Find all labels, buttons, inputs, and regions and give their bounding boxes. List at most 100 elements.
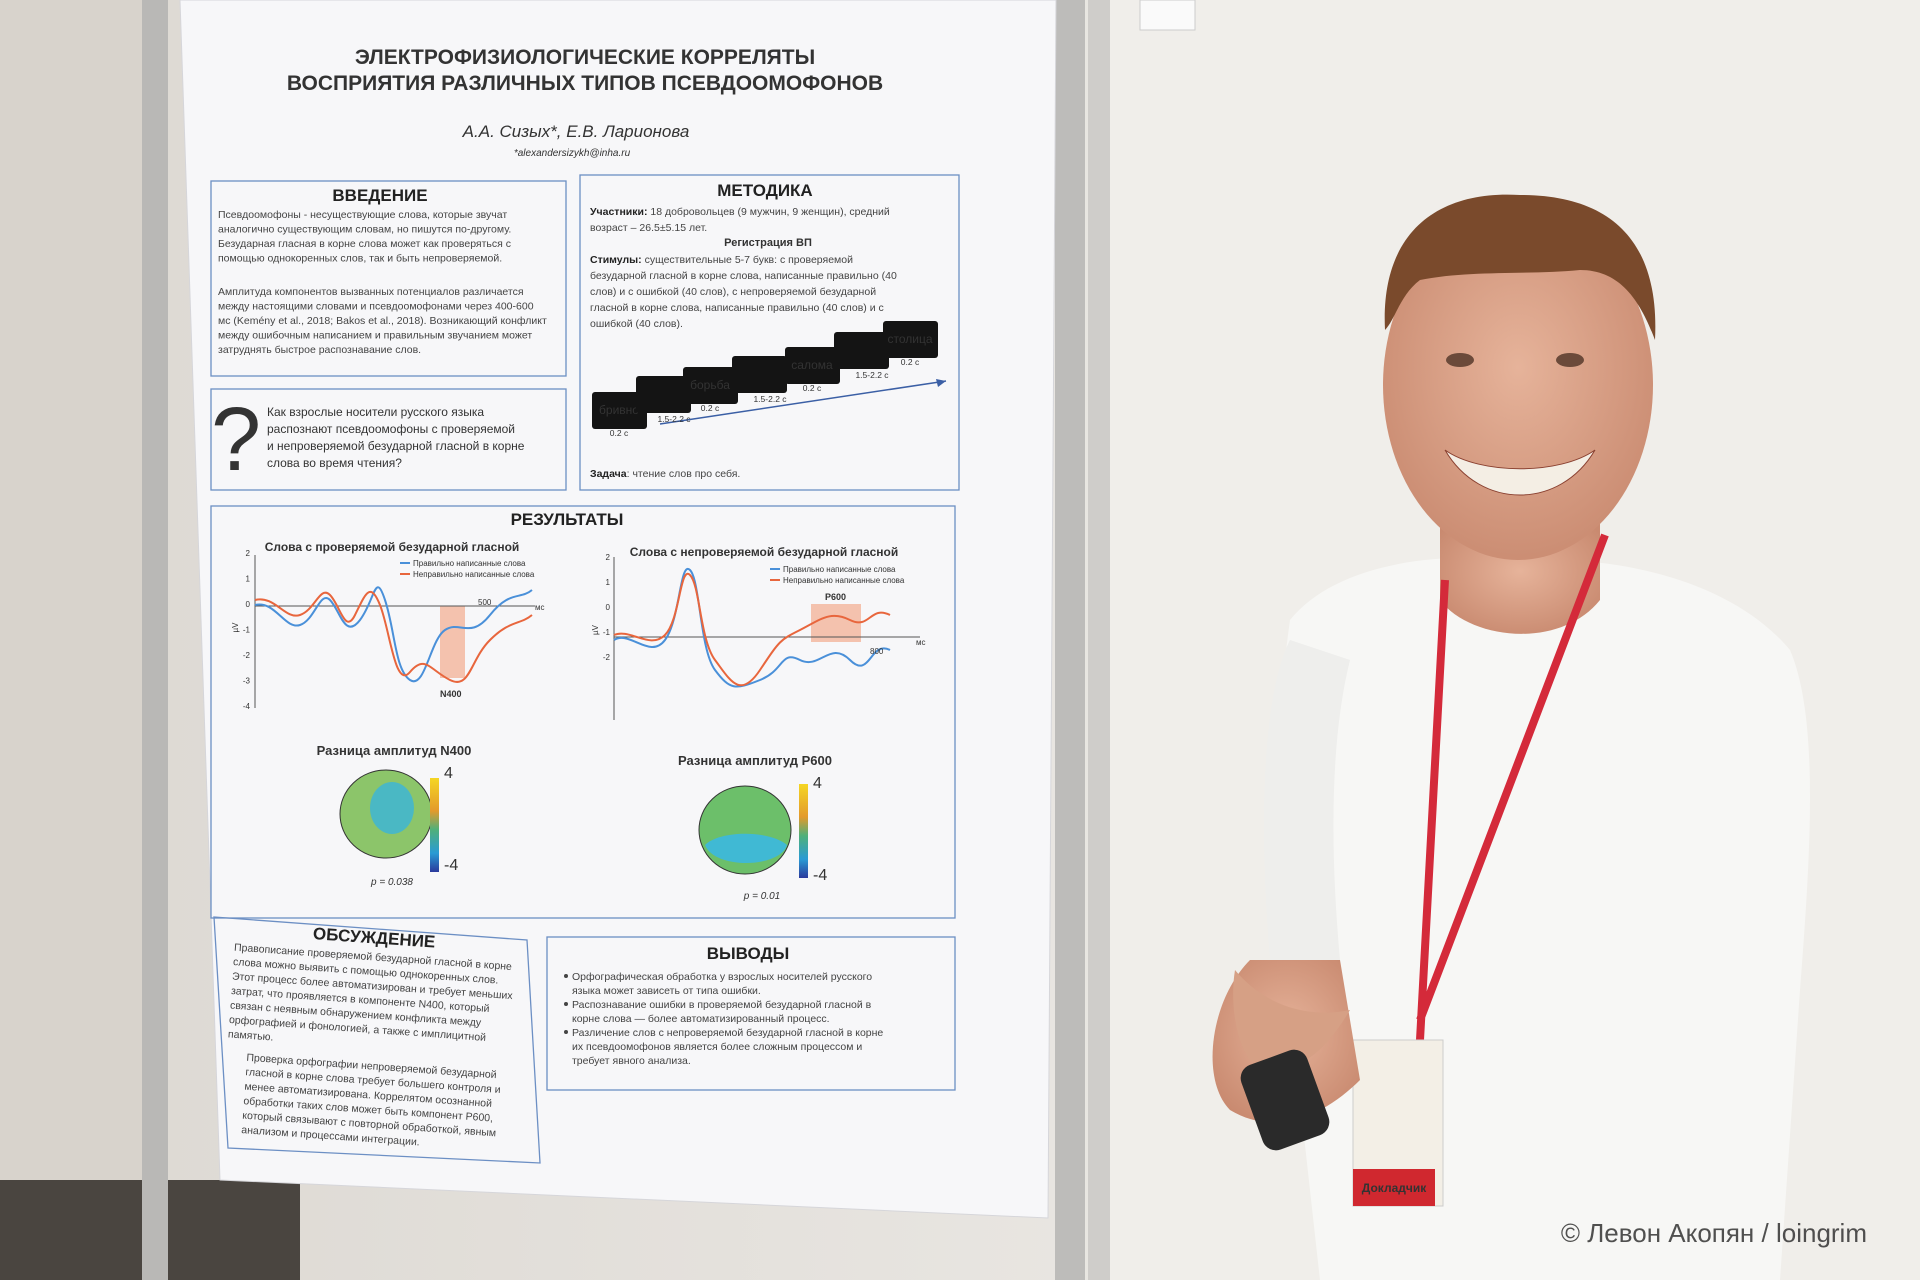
colorbar xyxy=(430,778,439,872)
tick-label: 2 xyxy=(246,549,251,558)
component-label: P600 xyxy=(825,592,846,602)
body-line: затруднять быстрое распознавание слов. xyxy=(218,344,421,356)
colorbar-label: 4 xyxy=(813,775,822,792)
label: Участники: xyxy=(590,206,647,218)
discussion-box xyxy=(213,916,541,1164)
watermark: © Левон Акопян / loingrim xyxy=(1561,1218,1867,1248)
stand-pole xyxy=(1088,0,1110,1280)
section-heading: ВЫВОДЫ xyxy=(707,944,790,963)
timing-label: 0.2 с xyxy=(901,357,920,367)
question-mark: ? xyxy=(211,390,261,490)
intro-box xyxy=(210,180,567,377)
tick-label: -1 xyxy=(243,626,251,635)
topo-map-1 xyxy=(339,769,439,872)
poster-title: ЭЛЕКТРОФИЗИОЛОГИЧЕСКИЕ КОРРЕЛЯТЫ xyxy=(355,46,815,69)
timing-label: 1.5-2.2 с xyxy=(657,414,691,424)
poster-sheet xyxy=(179,0,1057,1219)
sleeve xyxy=(1264,640,1350,960)
stimulus-word: бривно xyxy=(599,403,639,417)
body-line: мс (Kemény et al., 2018; Bakos et al., 2… xyxy=(218,315,547,327)
tick-label: -4 xyxy=(243,702,251,711)
body-line: Безударная гласная в корне слова может к… xyxy=(218,238,511,250)
body-line: распознают псевдоомофоны с проверяемой xyxy=(267,422,515,436)
erp-line xyxy=(254,586,533,683)
body-line: Орфографическая обработка у взрослых нос… xyxy=(572,971,872,983)
body-line: их псевдоомофонов является более сложным… xyxy=(572,1041,862,1053)
axis-unit: µV xyxy=(231,622,240,633)
legend-label: Неправильно написанные слова xyxy=(413,570,535,579)
poster-title: ВОСПРИЯТИЯ РАЗЛИЧНЫХ ТИПОВ ПСЕВДООМОФОНО… xyxy=(287,72,883,95)
body-line: безударной гласной в корне слова, написа… xyxy=(590,270,897,282)
body-line: памятью. xyxy=(228,1028,274,1043)
legend-label: Правильно написанные слова xyxy=(413,559,526,568)
topo-title: Разница амплитуд P600 xyxy=(678,753,832,768)
results-box xyxy=(210,505,956,919)
erp-plot-1 xyxy=(254,555,535,708)
methods-box xyxy=(579,174,960,491)
stimulus-word: салома xyxy=(791,358,833,372)
timing-label: 0.2 с xyxy=(610,428,629,438)
axis-unit: µV xyxy=(591,624,600,635)
colorbar-label: -4 xyxy=(813,867,827,884)
erp-line xyxy=(613,567,891,688)
text: существительные 5-7 букв: с проверяемой xyxy=(642,254,853,266)
eye xyxy=(1556,353,1584,367)
tick-label: -2 xyxy=(603,653,611,662)
topo-title: Разница амплитуд N400 xyxy=(317,743,472,758)
left-wall xyxy=(0,0,160,1280)
topo-map-2 xyxy=(698,784,808,878)
stimulus-screen xyxy=(683,367,738,404)
section-heading: РЕЗУЛЬТАТЫ xyxy=(511,510,624,529)
badge-strip xyxy=(1353,1169,1435,1206)
tick-label: 1 xyxy=(606,578,611,587)
body-line: Различение слов с непроверяемой безударн… xyxy=(572,1027,883,1039)
text: : чтение слов про себя. xyxy=(627,468,741,480)
colorbar-label: 4 xyxy=(444,765,453,782)
section-heading: МЕТОДИКА xyxy=(717,181,812,200)
body-line: Задача: чтение слов про себя. xyxy=(590,468,740,480)
timing-label: 0.2 с xyxy=(803,383,822,393)
map-region xyxy=(370,782,414,834)
stimulus-screen xyxy=(592,392,647,429)
hand xyxy=(1233,970,1350,1068)
erp-line xyxy=(613,572,891,687)
email: *alexandersizykh@inha.ru xyxy=(514,148,631,159)
erp-plot-2 xyxy=(613,557,920,720)
tick-label: -2 xyxy=(243,651,251,660)
tick-label: 1 xyxy=(246,575,251,584)
timing-label: 1.5-2.2 с xyxy=(753,394,787,404)
time-label: 500 xyxy=(478,598,492,607)
tick-label: 0 xyxy=(246,600,251,609)
smile xyxy=(1444,449,1596,496)
stimulus-screen xyxy=(636,376,691,413)
question-box xyxy=(210,388,567,491)
stand-pole xyxy=(142,0,168,1280)
authors: А.А. Сизых*, Е.В. Ларионова xyxy=(462,122,690,141)
label: Стимулы: xyxy=(590,254,642,266)
body-line: и непроверяемой безударной гласной в кор… xyxy=(267,439,525,453)
body-line: требует явного анализа. xyxy=(572,1055,691,1067)
text: 18 добровольцев (9 мужчин, 9 женщин), ср… xyxy=(647,206,889,218)
stand-pole xyxy=(1055,0,1085,1280)
hair xyxy=(1384,194,1656,340)
stimulus-screen xyxy=(785,347,840,384)
stimulus-screen xyxy=(883,321,938,358)
axis-unit: мс xyxy=(535,603,545,612)
stimulus-word: столица xyxy=(887,332,932,346)
label: Задача xyxy=(590,468,627,480)
body-line: Амплитуда компонентов вызванных потенциа… xyxy=(218,286,524,298)
map-region xyxy=(705,833,787,864)
erp-line xyxy=(254,591,533,683)
body-line: Стимулы: существительные 5-7 букв: с про… xyxy=(590,254,853,266)
body-line: между настоящими словами и псевдоомофона… xyxy=(218,301,534,313)
person xyxy=(1212,194,1810,1280)
timing-label: 0.2 с xyxy=(701,403,720,413)
body-line: ошибкой (40 слов). xyxy=(590,318,683,330)
bullet xyxy=(564,1030,568,1034)
body-line: языка может зависеть от типа ошибки. xyxy=(572,985,761,997)
p600-window xyxy=(811,604,861,642)
body-line: помощью однокоренных слов, так и быть не… xyxy=(218,253,502,265)
legend-label: Правильно написанные слова xyxy=(783,565,896,574)
body-line: Участники: 18 добровольцев (9 мужчин, 9 … xyxy=(590,206,890,218)
